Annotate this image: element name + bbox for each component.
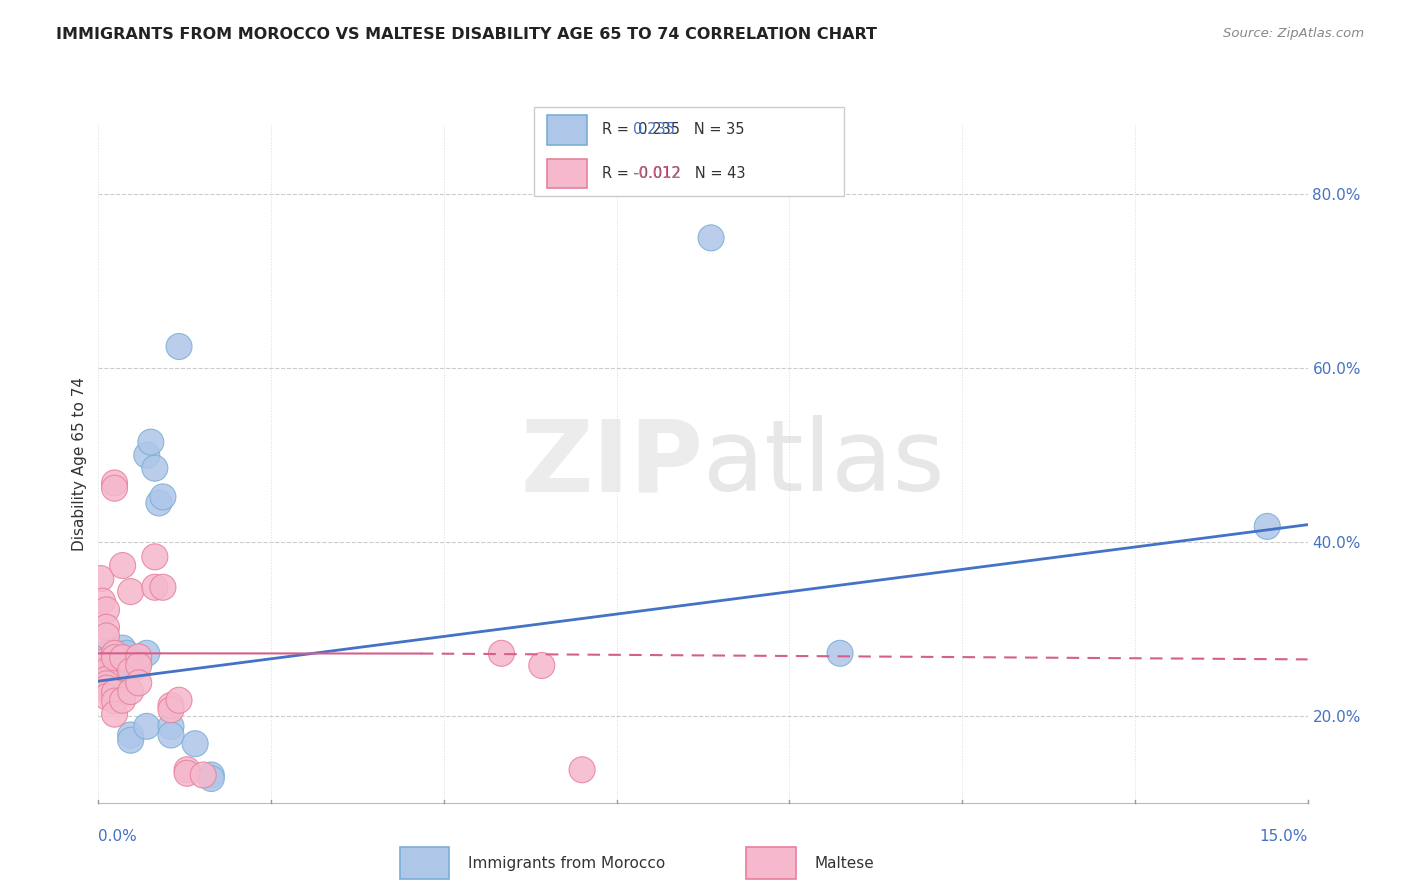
Ellipse shape — [93, 675, 120, 701]
Ellipse shape — [150, 483, 176, 510]
Ellipse shape — [93, 615, 120, 640]
Text: -0.012: -0.012 — [633, 167, 681, 181]
Ellipse shape — [110, 645, 135, 671]
Y-axis label: Disability Age 65 to 74: Disability Age 65 to 74 — [72, 376, 87, 551]
Text: atlas: atlas — [703, 416, 945, 512]
Ellipse shape — [110, 653, 135, 680]
Ellipse shape — [134, 442, 160, 468]
Ellipse shape — [174, 760, 200, 786]
Ellipse shape — [90, 671, 115, 697]
Ellipse shape — [93, 623, 120, 648]
Ellipse shape — [105, 640, 132, 666]
Ellipse shape — [142, 544, 167, 570]
Ellipse shape — [90, 588, 115, 615]
Ellipse shape — [529, 652, 555, 679]
Ellipse shape — [146, 490, 172, 516]
Ellipse shape — [101, 680, 128, 706]
Ellipse shape — [93, 597, 120, 623]
Ellipse shape — [134, 640, 160, 666]
Ellipse shape — [110, 635, 135, 661]
Ellipse shape — [118, 649, 143, 675]
Text: 0.0%: 0.0% — [98, 829, 138, 844]
Text: Source: ZipAtlas.com: Source: ZipAtlas.com — [1223, 27, 1364, 40]
Ellipse shape — [174, 756, 200, 783]
Ellipse shape — [142, 574, 167, 600]
Ellipse shape — [125, 649, 152, 675]
Text: R =  0.235   N = 35: R = 0.235 N = 35 — [602, 122, 745, 136]
Ellipse shape — [697, 225, 724, 251]
Ellipse shape — [93, 644, 120, 670]
Ellipse shape — [125, 644, 152, 670]
Ellipse shape — [93, 640, 120, 666]
Ellipse shape — [101, 701, 128, 727]
FancyBboxPatch shape — [547, 159, 586, 188]
Ellipse shape — [101, 470, 128, 496]
Ellipse shape — [101, 648, 128, 673]
Ellipse shape — [125, 652, 152, 679]
Ellipse shape — [110, 687, 135, 714]
Ellipse shape — [93, 684, 120, 710]
Ellipse shape — [198, 765, 225, 791]
Ellipse shape — [183, 731, 208, 756]
FancyBboxPatch shape — [534, 107, 844, 196]
Ellipse shape — [157, 722, 184, 748]
Text: 0.235: 0.235 — [633, 122, 675, 136]
Ellipse shape — [101, 657, 128, 683]
Ellipse shape — [101, 645, 128, 671]
Ellipse shape — [166, 334, 193, 359]
Ellipse shape — [101, 688, 128, 714]
Ellipse shape — [827, 640, 853, 666]
Ellipse shape — [150, 574, 176, 600]
Ellipse shape — [198, 762, 225, 788]
Ellipse shape — [125, 670, 152, 696]
Ellipse shape — [93, 671, 120, 697]
Ellipse shape — [138, 429, 165, 455]
Ellipse shape — [142, 455, 167, 481]
FancyBboxPatch shape — [547, 115, 586, 145]
Ellipse shape — [93, 649, 120, 675]
Ellipse shape — [101, 648, 128, 674]
Ellipse shape — [157, 697, 184, 723]
Ellipse shape — [166, 687, 193, 714]
Ellipse shape — [93, 652, 120, 679]
Text: ZIP: ZIP — [520, 416, 703, 512]
Ellipse shape — [118, 679, 143, 705]
Ellipse shape — [134, 714, 160, 739]
Ellipse shape — [118, 579, 143, 605]
Ellipse shape — [118, 722, 143, 748]
Ellipse shape — [90, 666, 115, 692]
Ellipse shape — [90, 653, 115, 680]
Text: Maltese: Maltese — [814, 855, 875, 871]
Text: Immigrants from Morocco: Immigrants from Morocco — [468, 855, 665, 871]
Ellipse shape — [488, 640, 515, 666]
FancyBboxPatch shape — [747, 847, 796, 880]
Ellipse shape — [110, 645, 135, 671]
Ellipse shape — [93, 666, 120, 692]
Text: R = -0.012   N = 43: R = -0.012 N = 43 — [602, 167, 745, 181]
Text: IMMIGRANTS FROM MOROCCO VS MALTESE DISABILITY AGE 65 TO 74 CORRELATION CHART: IMMIGRANTS FROM MOROCCO VS MALTESE DISAB… — [56, 27, 877, 42]
Ellipse shape — [110, 552, 135, 579]
Ellipse shape — [110, 659, 135, 685]
Ellipse shape — [118, 657, 143, 683]
Ellipse shape — [118, 727, 143, 753]
Ellipse shape — [190, 762, 217, 788]
Ellipse shape — [87, 566, 114, 591]
Text: 15.0%: 15.0% — [1260, 829, 1308, 844]
Ellipse shape — [93, 657, 120, 683]
Ellipse shape — [101, 475, 128, 501]
Ellipse shape — [101, 640, 128, 666]
Ellipse shape — [90, 649, 115, 675]
Ellipse shape — [1254, 514, 1281, 540]
Ellipse shape — [114, 640, 139, 666]
Ellipse shape — [569, 756, 595, 783]
FancyBboxPatch shape — [399, 847, 450, 880]
Ellipse shape — [90, 662, 115, 688]
Ellipse shape — [157, 692, 184, 718]
Ellipse shape — [157, 714, 184, 739]
Ellipse shape — [101, 645, 128, 671]
Ellipse shape — [101, 653, 128, 680]
